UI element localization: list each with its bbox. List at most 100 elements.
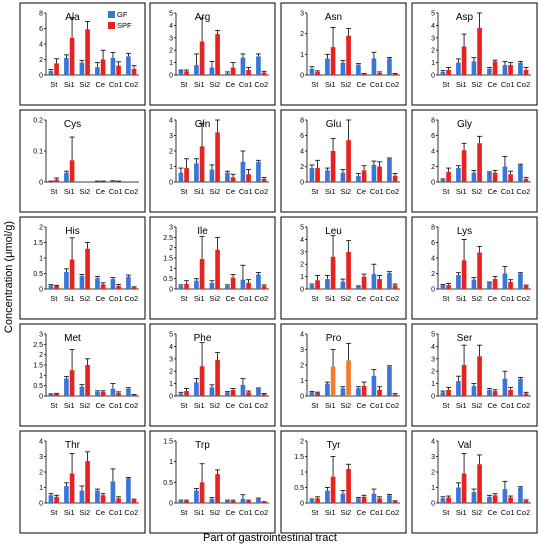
bar-spf: [199, 482, 205, 503]
bar-gf: [456, 275, 461, 289]
y-tick-label: 3: [431, 356, 435, 363]
y-tick-label: 2: [39, 57, 43, 64]
bar-spf: [69, 37, 75, 75]
bar-gf: [225, 172, 230, 182]
x-tick-label: Co2: [254, 294, 268, 303]
x-tick-label: St: [442, 401, 450, 410]
bar-gf: [225, 285, 230, 289]
bar-spf: [184, 283, 189, 289]
y-tick-label: 1: [169, 266, 173, 273]
x-tick-label: Si1: [325, 294, 336, 303]
bar-gf: [309, 68, 315, 75]
bar-gf: [440, 498, 446, 503]
panel-frame: [19, 323, 146, 427]
y-tick-label: 8: [300, 118, 304, 125]
y-tick-label: 4: [431, 344, 435, 351]
bar-gf: [256, 274, 261, 289]
y-tick-label: 0: [169, 180, 173, 187]
bar-gf: [64, 378, 69, 396]
x-tick-label: Si1: [325, 187, 336, 196]
y-tick-label: 8: [39, 11, 43, 18]
bar-gf: [502, 489, 508, 503]
bar-gf: [487, 389, 492, 396]
bar-spf: [215, 360, 220, 396]
bar-spf: [315, 498, 320, 503]
x-tick-label: St: [50, 187, 58, 196]
y-tick-label: 4: [431, 439, 435, 446]
x-tick-label: Si2: [340, 80, 351, 89]
bar-gf: [387, 366, 392, 396]
bar-gf: [456, 381, 461, 396]
panel-val: Val 0 1 2 3 4 St Si1 Si2 Ce Co1 Co2: [411, 430, 538, 534]
bar-spf: [477, 143, 482, 182]
bar-gf: [126, 276, 131, 289]
bar-spf: [131, 499, 137, 503]
x-tick-label: St: [50, 508, 58, 517]
y-tick-label: 4: [169, 344, 173, 351]
bar-gf: [518, 487, 523, 503]
x-tick-label: Si1: [456, 508, 467, 517]
bar-gf: [209, 282, 215, 289]
bar-spf: [100, 59, 106, 75]
bar-gf: [456, 62, 461, 75]
panel-title: Phe: [194, 333, 212, 344]
panel-title: Asp: [456, 12, 474, 23]
bar-gf: [371, 164, 377, 182]
bar-gf: [178, 70, 184, 75]
bar-spf: [116, 498, 121, 503]
y-tick-label: 2.5: [33, 342, 43, 349]
y-tick-label: 4: [39, 439, 43, 446]
x-tick-label: St: [50, 80, 58, 89]
bar-spf: [315, 392, 320, 396]
bar-gf: [502, 378, 508, 396]
x-tick-label: Si2: [340, 401, 351, 410]
x-tick-label: Ce: [487, 508, 497, 517]
legend-swatch-spf: [108, 22, 115, 29]
bar-gf: [309, 499, 315, 503]
bar-gf: [48, 495, 54, 503]
bar-gf: [48, 285, 54, 289]
x-tick-label: Ce: [356, 80, 366, 89]
bar-gf: [64, 172, 69, 182]
x-tick-label: St: [311, 508, 319, 517]
bar-spf: [377, 166, 382, 182]
panel-tyr: Tyr 0 0.5 1 1.5 2 St Si1 Si2 Ce Co1 Co2: [280, 430, 407, 534]
bar-spf: [100, 181, 106, 182]
x-tick-label: Co2: [516, 294, 530, 303]
panel-title: Gly: [457, 119, 472, 130]
bar-gf: [240, 57, 246, 75]
bar-gf: [48, 181, 54, 182]
bar-spf: [261, 178, 267, 182]
x-tick-label: Si2: [340, 508, 351, 517]
bar-gf: [110, 279, 116, 289]
bar-spf: [508, 65, 513, 75]
bar-spf: [508, 282, 513, 289]
bar-spf: [131, 287, 137, 289]
bar-gf: [440, 179, 446, 182]
bar-gf: [387, 495, 392, 503]
y-tick-label: 1: [431, 60, 435, 67]
x-tick-label: Co1: [370, 294, 384, 303]
bar-gf: [110, 388, 116, 396]
y-tick-label: 0.5: [294, 485, 304, 492]
bar-gf: [110, 481, 116, 503]
x-tick-label: Co1: [239, 187, 253, 196]
y-tick-label: 2: [169, 369, 173, 376]
bar-spf: [346, 35, 351, 75]
y-tick-label: 0.1: [33, 149, 43, 156]
bar-gf: [95, 490, 100, 503]
bar-spf: [131, 68, 137, 75]
x-tick-label: Si2: [209, 508, 220, 517]
bar-spf: [492, 391, 498, 396]
bar-gf: [471, 172, 477, 182]
bar-gf: [178, 393, 184, 396]
bar-spf: [461, 473, 467, 503]
bar-spf: [523, 70, 529, 75]
x-tick-label: Co1: [109, 80, 123, 89]
panel-gly: Gly 0 2 4 6 8 St Si1 Si2 Ce Co1 Co2: [411, 109, 538, 213]
y-tick-label: 0: [169, 501, 173, 508]
bar-gf: [502, 273, 508, 289]
bar-gf: [456, 487, 461, 503]
panel-title: Val: [458, 440, 472, 451]
bar-gf: [325, 170, 330, 182]
